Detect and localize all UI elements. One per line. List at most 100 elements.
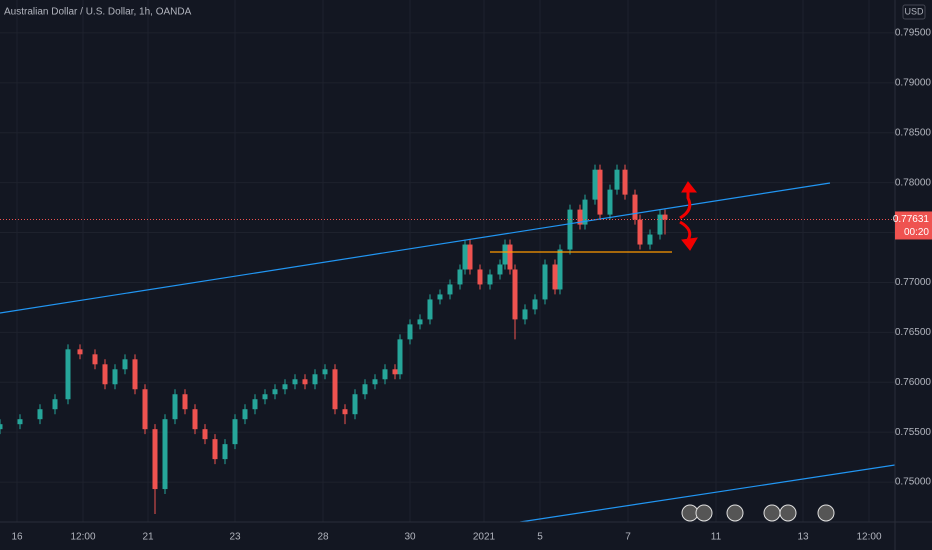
trend-line xyxy=(519,464,896,523)
up-arrow xyxy=(679,181,698,220)
x-tick-label: 2021 xyxy=(473,532,496,543)
candle-body xyxy=(552,264,558,290)
x-tick-label: 12:00 xyxy=(856,532,881,543)
currency: USD xyxy=(904,6,924,16)
candle-body xyxy=(597,169,603,215)
candle-body xyxy=(17,419,23,425)
candle-body xyxy=(282,384,288,390)
x-tick-label: 16 xyxy=(11,532,23,543)
candle-body xyxy=(567,209,573,250)
candle-body xyxy=(352,394,358,415)
candle-body xyxy=(532,299,538,310)
candle-body xyxy=(112,369,118,385)
x-tick-label: 11 xyxy=(711,532,722,543)
candle-body xyxy=(512,269,518,320)
last-price-box xyxy=(895,211,932,240)
candle-body xyxy=(102,364,108,385)
candle-body xyxy=(522,309,528,320)
candle-body xyxy=(65,349,71,400)
countdown: 00:20 xyxy=(904,227,929,238)
candle-body xyxy=(427,299,433,320)
y-tick-label: 0.77000 xyxy=(895,277,932,288)
candle-body xyxy=(292,379,298,385)
candle-body xyxy=(262,394,268,400)
candle-body xyxy=(397,339,403,375)
trend-line xyxy=(0,182,831,314)
candle-body xyxy=(557,249,563,290)
candle-body xyxy=(0,424,3,430)
candle-body xyxy=(407,324,413,340)
candle-body xyxy=(382,369,388,380)
price-axis xyxy=(895,0,932,550)
candle-body xyxy=(252,399,258,410)
candle-body xyxy=(92,354,98,365)
candle-body xyxy=(162,419,168,490)
candle-body xyxy=(662,214,668,220)
candle-body xyxy=(362,384,368,395)
candle-body xyxy=(77,349,83,355)
candle-body xyxy=(497,264,503,275)
chart-title: Australian Dollar / U.S. Dollar, 1h, OAN… xyxy=(4,7,192,18)
x-tick-label: 13 xyxy=(797,532,809,543)
candle-body xyxy=(502,244,508,265)
candle-body xyxy=(202,429,208,440)
candle-body xyxy=(182,394,188,410)
y-tick-label: 0.79500 xyxy=(895,28,932,39)
candle-body xyxy=(52,399,58,410)
y-tick-label: 0.78500 xyxy=(895,127,932,138)
x-tick-label: 30 xyxy=(404,532,416,543)
candle-body xyxy=(637,219,643,245)
candle-body xyxy=(122,359,128,370)
down-arrow xyxy=(679,220,698,251)
candle-body xyxy=(622,169,628,195)
candle-body xyxy=(487,274,493,285)
candle-body xyxy=(577,209,583,225)
candle-body xyxy=(37,409,43,420)
y-tick-label: 0.76000 xyxy=(895,377,932,388)
candle-body xyxy=(132,359,138,390)
y-tick-label: 0.75000 xyxy=(895,477,932,488)
candle-body xyxy=(232,419,238,445)
candle-body xyxy=(632,194,638,220)
candle-body xyxy=(172,394,178,420)
candle-body xyxy=(462,244,468,270)
candle-body xyxy=(647,234,653,245)
candle-body xyxy=(142,389,148,430)
candles xyxy=(0,164,668,515)
candle-body xyxy=(457,269,463,285)
last-price-label: 0.77631 xyxy=(893,214,930,225)
time-axis xyxy=(0,522,932,550)
y-tick-label: 0.78000 xyxy=(895,177,932,188)
x-tick-label: 7 xyxy=(625,532,631,543)
candle-body xyxy=(447,284,453,295)
x-tick-label: 23 xyxy=(229,532,241,543)
candle-body xyxy=(312,374,318,385)
candle-body xyxy=(212,439,218,460)
candle-body xyxy=(437,294,443,300)
candle-body xyxy=(302,379,308,385)
x-tick-label: 21 xyxy=(142,532,154,543)
x-tick-label: 12:00 xyxy=(70,532,95,543)
x-tick-label: 5 xyxy=(537,532,543,543)
candle-body xyxy=(152,429,158,490)
y-tick-label: 0.75500 xyxy=(895,427,932,438)
candle-body xyxy=(392,369,398,375)
y-tick-label: 0.79000 xyxy=(895,77,932,88)
candle-body xyxy=(342,409,348,415)
grid xyxy=(0,0,895,522)
candle-body xyxy=(417,319,423,325)
candle-body xyxy=(372,379,378,385)
candle-body xyxy=(542,264,548,300)
y-tick-label: 0.76500 xyxy=(895,327,932,338)
candle-body xyxy=(607,189,613,215)
candle-body xyxy=(592,169,598,200)
candle-body xyxy=(582,199,588,225)
x-tick-label: 28 xyxy=(317,532,329,543)
currency-box xyxy=(902,4,926,20)
candle-body xyxy=(192,409,198,430)
candle-body xyxy=(322,369,328,375)
candle-body xyxy=(467,244,473,270)
candle-body xyxy=(332,369,338,410)
candle-body xyxy=(242,409,248,420)
